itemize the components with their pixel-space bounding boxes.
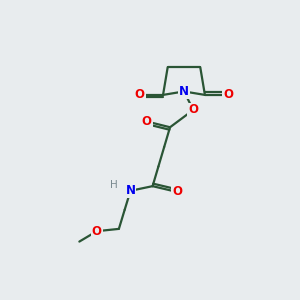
Text: O: O	[92, 225, 102, 238]
Text: H: H	[110, 180, 118, 190]
Text: O: O	[188, 103, 198, 116]
Text: O: O	[223, 88, 233, 101]
Text: N: N	[125, 184, 136, 197]
Text: O: O	[172, 185, 182, 198]
Text: N: N	[179, 85, 189, 98]
Text: O: O	[142, 115, 152, 128]
Text: O: O	[135, 88, 145, 101]
